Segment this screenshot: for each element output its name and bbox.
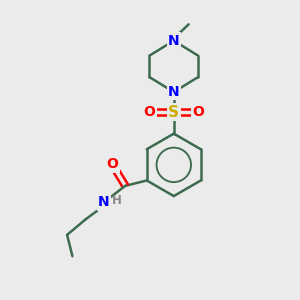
Text: S: S [168,105,179,120]
Text: O: O [143,105,155,119]
Text: N: N [168,85,180,99]
Text: H: H [112,194,122,207]
Text: O: O [192,105,204,119]
Text: N: N [98,195,110,209]
Text: O: O [106,158,119,171]
Text: N: N [168,34,180,48]
